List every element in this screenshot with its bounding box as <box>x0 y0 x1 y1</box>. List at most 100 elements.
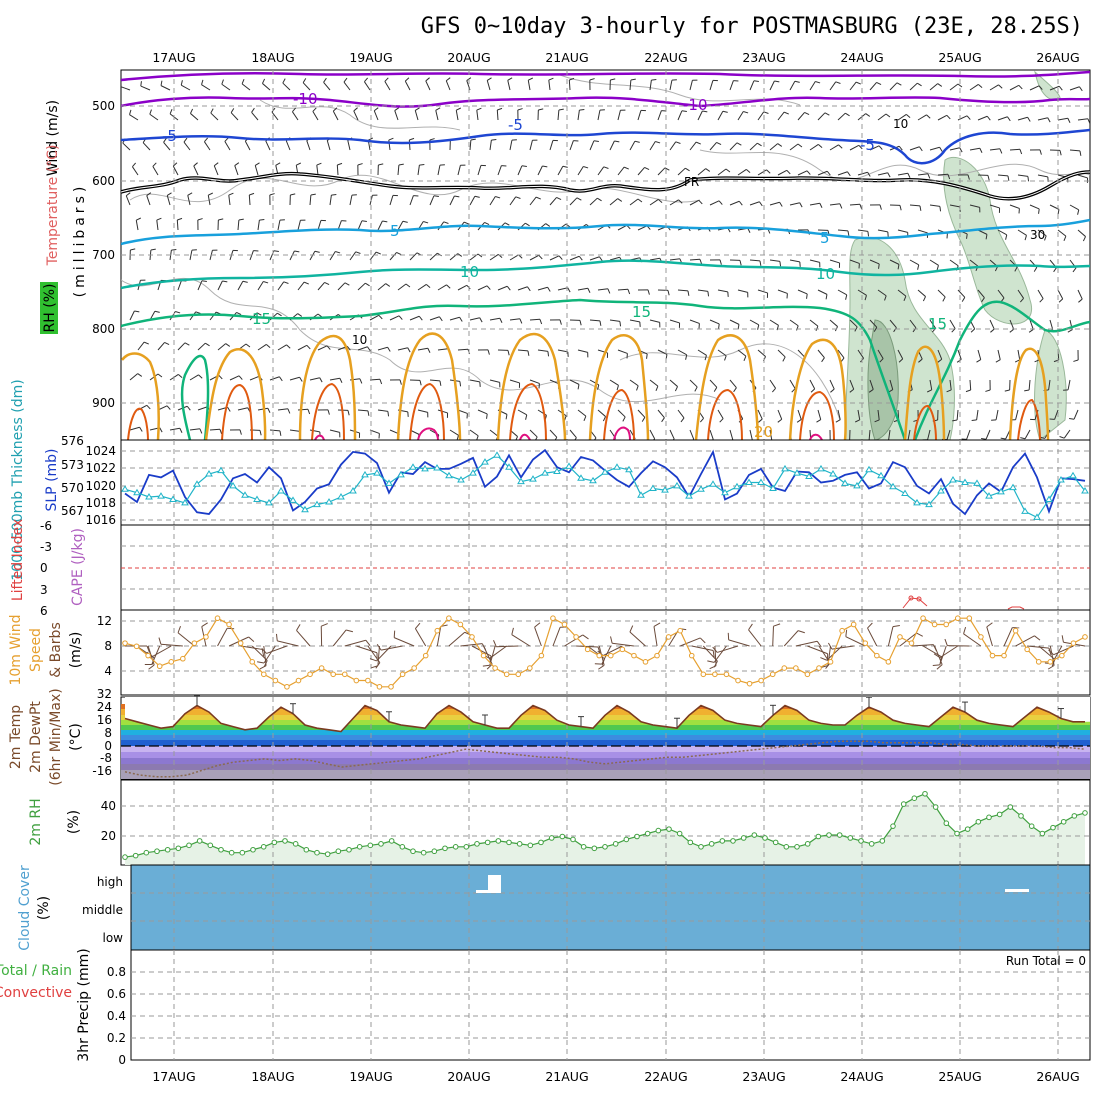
wind-barb <box>657 110 662 121</box>
wind-barb-flag <box>936 265 939 271</box>
wind-barb <box>989 148 1000 151</box>
wind-barb-flag <box>719 259 722 265</box>
wind10-barb <box>394 637 415 647</box>
thickness-point <box>565 462 573 469</box>
wind-barb <box>609 379 619 386</box>
wind-barb <box>1028 379 1031 391</box>
wind-barb <box>929 319 937 329</box>
wind10-point <box>492 665 498 671</box>
thickness-point <box>685 492 693 499</box>
wind-barb-flag <box>331 193 337 196</box>
wind10-barb <box>845 636 866 647</box>
axis-label-cape: CAPE (J/kg) <box>70 528 86 606</box>
wind-barb <box>177 342 186 351</box>
rh2m-point <box>954 830 960 837</box>
wind-barb-flag <box>429 138 435 141</box>
wind-barb <box>709 319 720 325</box>
wind-barb <box>957 349 962 360</box>
thickness-point <box>169 495 177 502</box>
wind-barb-flag <box>627 289 631 295</box>
wind-barb <box>1069 204 1079 211</box>
wind-barb-flag <box>197 218 203 221</box>
wind-barb-flag <box>367 346 371 352</box>
wind-barb <box>969 204 980 208</box>
wind-barb <box>210 112 219 121</box>
thickness-point <box>913 498 921 506</box>
contour-label: -10 <box>683 96 708 114</box>
rh2m-point <box>484 839 491 846</box>
wind-barb-flag <box>1039 298 1044 303</box>
wind-barb-flag <box>796 419 802 423</box>
thickness-point <box>217 466 225 474</box>
wind-barb <box>476 110 479 121</box>
wind-barb-flag <box>177 217 183 221</box>
contour-label: -5 <box>508 116 523 134</box>
wind-barb <box>829 319 838 327</box>
wind-barb-flag <box>777 418 783 423</box>
rh2m-point <box>143 849 150 856</box>
wind-barb <box>817 409 822 420</box>
wind-barb <box>689 379 698 388</box>
wind-barb <box>749 319 759 326</box>
wind-barb-flag <box>183 137 188 143</box>
wind-barb <box>497 285 508 291</box>
contour-label: 10 <box>816 265 835 283</box>
wind-barb <box>749 259 761 262</box>
wind10-barb-flag <box>376 643 382 651</box>
wind10-barb <box>380 645 403 651</box>
wind-barb-flag <box>1079 150 1082 156</box>
wind10-barb <box>576 645 599 648</box>
wind-barb <box>689 199 700 206</box>
wind-barb-flag <box>186 405 191 411</box>
rh2m-point <box>399 844 406 850</box>
precip-tick: 0.4 <box>107 1009 126 1023</box>
wind-barb-flag <box>558 255 563 260</box>
date-label-bottom: 17AUG <box>152 1069 195 1084</box>
wind-barb-flag <box>977 84 983 89</box>
wind-barb <box>509 196 517 206</box>
wind10-barb-flag <box>867 622 873 629</box>
wind-barb <box>1017 229 1027 236</box>
wind-barb <box>797 170 808 176</box>
wind-barb-flag <box>423 221 429 224</box>
wind-barb-flag <box>210 108 214 114</box>
wind10-point <box>954 615 961 622</box>
wind-barb <box>229 375 240 381</box>
wind-barb <box>1067 379 1071 390</box>
wind-barb <box>527 80 531 91</box>
cloud-high-block <box>1005 889 1029 892</box>
wind10-barb-flag <box>699 637 706 644</box>
thickness-point <box>937 487 945 494</box>
wind-barb-flag <box>917 264 920 270</box>
wind-barb <box>729 379 737 388</box>
wind-barb <box>946 429 951 440</box>
rh2m-fill <box>125 793 1085 865</box>
wind-barb <box>777 349 786 358</box>
li-tick: -6 <box>40 519 52 533</box>
wind-barb <box>609 319 620 322</box>
wind-barb-flag <box>599 320 602 326</box>
wind-barb <box>1037 117 1048 121</box>
wind-barb <box>373 110 379 121</box>
wind-barb-flag <box>825 294 828 300</box>
wind-barb <box>509 254 519 261</box>
wind-barb-flag <box>806 170 811 175</box>
axis-label-2m-dewpt: 2m DewPt <box>28 701 44 773</box>
wind-barb-flag <box>387 411 390 417</box>
contour-label: 10 <box>460 263 479 281</box>
wind-barb <box>869 82 877 91</box>
wind-barb-flag <box>439 316 443 322</box>
wind-barb <box>697 168 706 176</box>
wind-barb <box>717 111 724 121</box>
wind10-point <box>422 652 429 659</box>
wind10-point <box>457 621 464 628</box>
wind-barb-flag <box>249 192 255 196</box>
wind-barb-flag <box>987 175 990 181</box>
wind10-point <box>874 652 880 659</box>
wind-barb <box>549 197 557 206</box>
rh2m-point <box>335 848 342 855</box>
contour-label: 5 <box>820 229 830 247</box>
rh2m-point <box>911 795 918 802</box>
wind-barb-flag <box>433 195 439 197</box>
wind10-tick: 12 <box>97 614 112 628</box>
